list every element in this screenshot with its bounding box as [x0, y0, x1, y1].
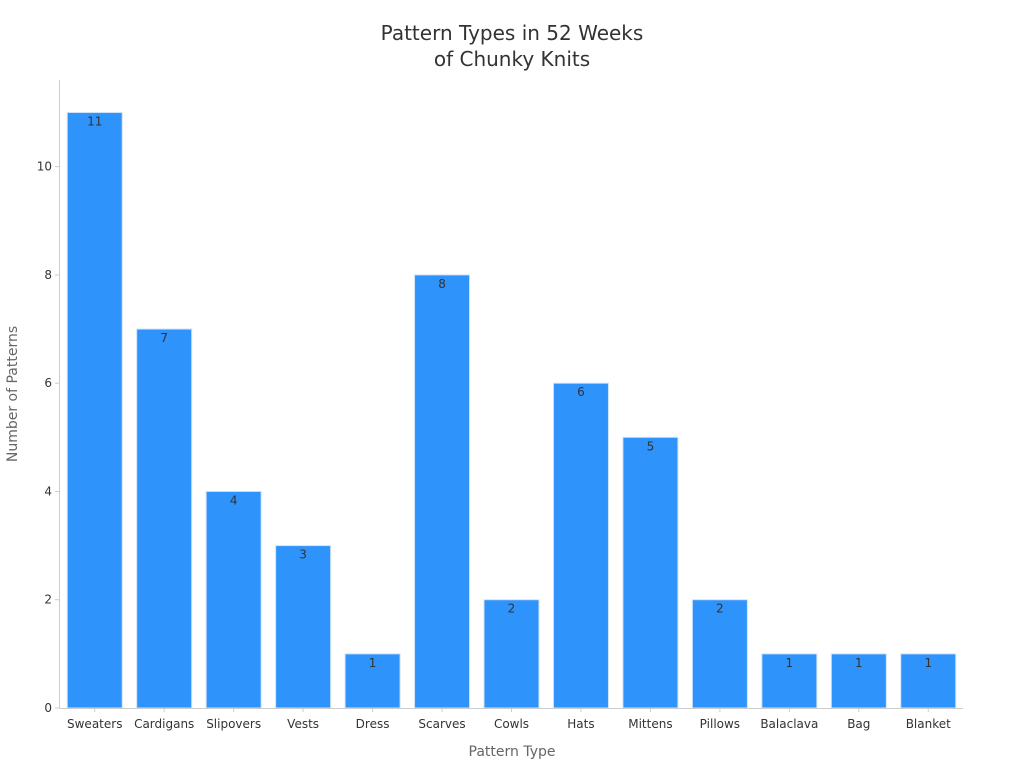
bar-value-label: 3: [299, 548, 307, 562]
y-tick-label: 2: [44, 593, 52, 607]
chart-title-line-1: Pattern Types in 52 Weeks: [381, 21, 644, 45]
bar-slipovers: [205, 490, 262, 709]
bar-cowls: [483, 599, 540, 709]
x-tick-label: Hats: [567, 717, 594, 731]
x-tick-label: Blanket: [906, 717, 951, 731]
bar-dress: [344, 653, 401, 709]
x-axis-label: Pattern Type: [469, 744, 556, 760]
y-ticks-layer: 0 2 4 6 8 10: [37, 160, 60, 715]
x-tick-label: Mittens: [628, 717, 672, 731]
y-tick-label: 4: [44, 484, 52, 498]
y-tick-label: 10: [37, 160, 52, 174]
y-tick-label: 0: [44, 701, 52, 715]
bar-value-label: 1: [855, 656, 863, 670]
x-tick-label: Cowls: [494, 717, 529, 731]
x-tick-label: Cardigans: [134, 717, 194, 731]
bar-sweaters: [66, 111, 123, 709]
bar-vests: [275, 545, 332, 709]
bar-value-label: 6: [577, 385, 585, 399]
bar-value-label: 4: [230, 493, 238, 507]
bar-value-label: 1: [786, 656, 794, 670]
x-tick-label: Balaclava: [760, 717, 818, 731]
bar-value-label: 2: [716, 602, 724, 616]
y-tick-label: 8: [44, 268, 52, 282]
bar-hats: [552, 382, 609, 709]
bar-balaclava: [761, 653, 818, 709]
x-tick-label: Scarves: [418, 717, 465, 731]
bar-value-label: 1: [369, 656, 377, 670]
x-tick-label: Bag: [847, 717, 870, 731]
x-tick-label: Vests: [287, 717, 319, 731]
bar-value-label: 7: [160, 331, 168, 345]
x-tick-label: Slipovers: [206, 717, 261, 731]
bar-mittens: [622, 436, 679, 709]
x-tick-label: Pillows: [700, 717, 740, 731]
chart-title-line-2: of Chunky Knits: [434, 47, 590, 71]
bar-bag: [830, 653, 887, 709]
x-ticks-layer: Sweaters Cardigans Slipovers Vests Dress Scar…: [67, 708, 951, 731]
bar-value-label: 8: [438, 277, 446, 291]
y-tick-label: 6: [44, 376, 52, 390]
x-tick-label: Sweaters: [67, 717, 122, 731]
bar-value-label: 5: [647, 439, 655, 453]
bar-value-label: 2: [508, 602, 516, 616]
bar-blanket: [900, 653, 957, 709]
bar-value-label: 11: [87, 114, 102, 128]
bar-cardigans: [136, 328, 193, 709]
bar-pillows: [691, 599, 748, 709]
x-tick-label: Dress: [356, 717, 390, 731]
bar-scarves: [414, 274, 471, 709]
bar-value-label: 1: [924, 656, 932, 670]
y-axis-label: Number of Patterns: [5, 326, 21, 462]
